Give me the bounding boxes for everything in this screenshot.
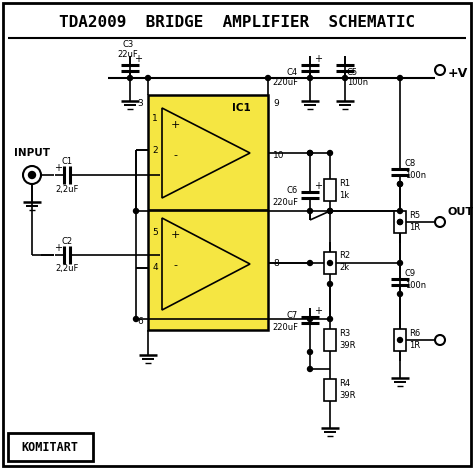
Circle shape [398, 219, 402, 225]
Circle shape [128, 76, 133, 81]
Circle shape [398, 182, 402, 187]
Circle shape [328, 209, 332, 213]
Text: R1: R1 [339, 179, 350, 188]
Text: 1R: 1R [409, 222, 420, 232]
Circle shape [146, 76, 151, 81]
Text: 8: 8 [273, 259, 279, 268]
Text: 220uF: 220uF [272, 197, 298, 206]
Circle shape [398, 219, 402, 225]
Text: +: + [170, 230, 180, 240]
Text: 22uF: 22uF [118, 50, 138, 59]
Text: +: + [54, 243, 62, 253]
Circle shape [398, 182, 402, 187]
Text: OUTPUT: OUTPUT [448, 207, 474, 217]
Text: R5: R5 [409, 211, 420, 219]
Circle shape [328, 260, 332, 265]
Text: 220uF: 220uF [272, 323, 298, 332]
Text: 9: 9 [273, 98, 279, 107]
Text: R3: R3 [339, 328, 350, 338]
Text: KOMITART: KOMITART [21, 440, 79, 454]
Polygon shape [162, 218, 250, 310]
Text: -: - [173, 150, 177, 160]
Text: C3: C3 [122, 39, 134, 48]
Circle shape [308, 317, 312, 322]
Text: +V: +V [448, 67, 468, 80]
Text: 5: 5 [152, 227, 158, 236]
Text: C1: C1 [62, 157, 73, 166]
Circle shape [398, 292, 402, 296]
Bar [148, 95, 268, 330]
Text: -: - [173, 260, 177, 270]
Text: R6: R6 [409, 328, 420, 338]
Bar [324, 379, 336, 401]
Circle shape [398, 260, 402, 265]
Text: IC1: IC1 [232, 103, 251, 113]
Text: 39R: 39R [339, 340, 356, 349]
Text: +: + [170, 120, 180, 130]
Circle shape [343, 76, 347, 81]
Circle shape [134, 209, 138, 213]
Text: 2,2uF: 2,2uF [55, 265, 79, 273]
Circle shape [308, 366, 312, 371]
Text: TDA2009  BRIDGE  AMPLIFIER  SCHEMATIC: TDA2009 BRIDGE AMPLIFIER SCHEMATIC [59, 15, 415, 30]
Circle shape [328, 151, 332, 156]
Circle shape [308, 151, 312, 156]
Text: 6: 6 [137, 318, 143, 326]
Text: R2: R2 [339, 251, 350, 260]
Text: 2: 2 [152, 145, 158, 154]
Text: 100n: 100n [405, 280, 426, 289]
Text: C8: C8 [405, 159, 416, 167]
Text: 2k: 2k [339, 264, 349, 272]
Text: 1: 1 [152, 113, 158, 122]
Text: 100n: 100n [347, 77, 368, 86]
Circle shape [328, 281, 332, 287]
Circle shape [308, 76, 312, 81]
Bar [324, 329, 336, 351]
Circle shape [308, 260, 312, 265]
Text: C4: C4 [287, 68, 298, 76]
Circle shape [265, 76, 271, 81]
Bar [8, 433, 93, 461]
Text: 1k: 1k [339, 190, 349, 199]
Text: +: + [54, 163, 62, 173]
Text: C5: C5 [347, 68, 358, 76]
Text: +: + [314, 181, 322, 191]
Bar [324, 252, 336, 274]
Circle shape [28, 172, 36, 179]
Text: 10: 10 [273, 151, 284, 159]
Circle shape [134, 317, 138, 322]
Text: 220uF: 220uF [272, 77, 298, 86]
Circle shape [398, 76, 402, 81]
Text: 1R: 1R [409, 340, 420, 349]
Text: 2,2uF: 2,2uF [55, 184, 79, 194]
Circle shape [308, 209, 312, 213]
Text: +: + [134, 54, 142, 64]
Text: R4: R4 [339, 378, 350, 387]
Text: C2: C2 [62, 236, 73, 245]
Text: C6: C6 [287, 186, 298, 195]
Polygon shape [162, 108, 250, 198]
Bar [394, 211, 406, 233]
Circle shape [308, 151, 312, 156]
Bar [394, 329, 406, 351]
Circle shape [308, 349, 312, 355]
Bar [324, 179, 336, 201]
Circle shape [398, 338, 402, 342]
Text: 3: 3 [137, 98, 143, 107]
Text: +: + [314, 54, 322, 64]
Circle shape [398, 209, 402, 213]
Circle shape [328, 209, 332, 213]
Text: 4: 4 [152, 264, 158, 272]
Text: C9: C9 [405, 268, 416, 278]
Text: C7: C7 [287, 310, 298, 319]
Circle shape [328, 317, 332, 322]
Text: +: + [314, 306, 322, 316]
Text: INPUT: INPUT [14, 148, 50, 158]
Text: 39R: 39R [339, 391, 356, 400]
Text: 100n: 100n [405, 171, 426, 180]
